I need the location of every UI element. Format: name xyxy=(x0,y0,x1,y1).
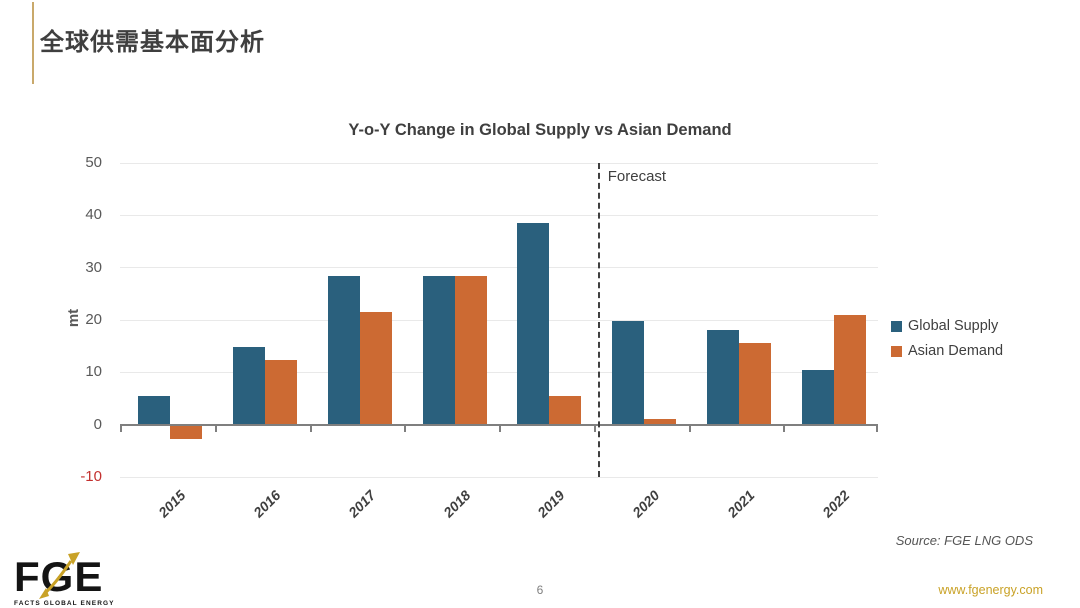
bar-global-supply-2015 xyxy=(138,395,171,425)
gridline-40 xyxy=(120,214,878,216)
source-note: Source: FGE LNG ODS xyxy=(895,533,1033,548)
bar-asian-demand-2017 xyxy=(359,312,392,425)
bar-global-supply-2020 xyxy=(612,321,645,425)
gridline-20 xyxy=(120,319,878,321)
title-accent-line xyxy=(32,2,34,84)
legend: Global Supply Asian Demand xyxy=(891,318,1003,368)
x-label-2019: 2019 xyxy=(534,487,568,521)
legend-swatch-icon xyxy=(891,320,902,332)
bar-global-supply-2018 xyxy=(422,275,455,425)
bar-global-supply-2022 xyxy=(801,369,834,425)
y-tick-40: 40 xyxy=(85,206,102,224)
legend-swatch-icon xyxy=(891,345,902,357)
forecast-divider xyxy=(597,163,600,477)
bar-asian-demand-2018 xyxy=(454,276,487,425)
gridline-50 xyxy=(120,162,878,164)
x-axis-tick xyxy=(876,425,878,432)
y-tick-50: 50 xyxy=(85,154,102,171)
x-label-2015: 2015 xyxy=(155,487,189,521)
x-axis-tick xyxy=(214,425,217,432)
x-label-2022: 2022 xyxy=(818,487,853,521)
gridline--10 xyxy=(120,476,878,478)
x-axis-tick xyxy=(120,425,122,432)
bar-asian-demand-2022 xyxy=(833,314,866,425)
bar-global-supply-2016 xyxy=(233,347,266,425)
x-axis-labels: 2015 2016 2017 2018 2019 2020 2021 2022 xyxy=(120,477,878,547)
bar-asian-demand-2020 xyxy=(644,419,677,425)
bar-global-supply-2017 xyxy=(327,275,360,425)
y-tick-30: 30 xyxy=(85,258,102,276)
y-tick-0: 0 xyxy=(93,415,102,433)
fge-logo: FGE FACTS GLOBAL ENERGY xyxy=(14,552,115,607)
legend-item-global-supply: Global Supply xyxy=(891,318,1003,334)
legend-label: Asian Demand xyxy=(908,343,1004,359)
y-axis-ticks: 50 40 30 20 10 0 -10 xyxy=(0,154,112,485)
x-label-2017: 2017 xyxy=(345,487,379,521)
y-tick--10: -10 xyxy=(80,468,102,485)
x-axis-tick xyxy=(499,425,501,432)
bar-asian-demand-2015 xyxy=(170,425,203,439)
bar-global-supply-2021 xyxy=(706,330,739,425)
x-label-2021: 2021 xyxy=(724,487,758,521)
legend-label: Global Supply xyxy=(908,318,999,334)
x-axis-tick xyxy=(404,425,407,432)
gridline-30 xyxy=(120,267,878,269)
bar-asian-demand-2019 xyxy=(549,395,582,425)
chart-title: Y-o-Y Change in Global Supply vs Asian D… xyxy=(348,121,732,139)
gridline-10 xyxy=(120,371,878,373)
x-label-2020: 2020 xyxy=(629,487,663,521)
bar-asian-demand-2016 xyxy=(265,359,298,425)
bar-asian-demand-2021 xyxy=(738,342,771,425)
x-axis-tick xyxy=(593,425,596,432)
x-label-2018: 2018 xyxy=(439,487,474,521)
x-label-2016: 2016 xyxy=(250,487,284,521)
bar-global-supply-2019 xyxy=(517,223,550,425)
x-axis-line xyxy=(120,423,878,426)
website-link[interactable]: www.fgenergy.com xyxy=(938,583,1043,597)
x-axis-tick xyxy=(783,425,786,432)
y-tick-20: 20 xyxy=(85,311,102,328)
y-tick-10: 10 xyxy=(85,363,102,381)
forecast-label: Forecast xyxy=(607,168,667,185)
x-axis-tick xyxy=(309,425,312,432)
x-axis-tick xyxy=(688,425,691,432)
page-number: 6 xyxy=(536,583,544,597)
slide-title: 全球供需基本面分析 xyxy=(40,29,265,56)
logo-subtext: FACTS GLOBAL ENERGY xyxy=(14,600,115,607)
legend-item-asian-demand: Asian Demand xyxy=(891,343,1003,359)
plot-area: Forecast xyxy=(120,162,878,478)
